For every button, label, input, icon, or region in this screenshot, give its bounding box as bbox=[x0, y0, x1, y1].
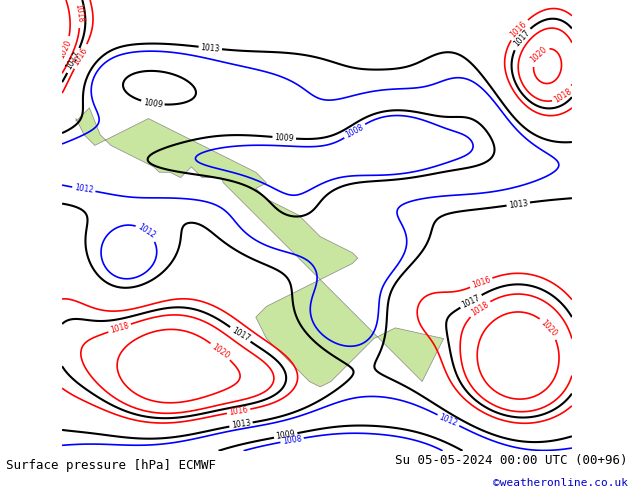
Text: 1008: 1008 bbox=[282, 434, 302, 446]
Text: 1018: 1018 bbox=[469, 299, 491, 317]
Text: Surface pressure [hPa] ECMWF: Surface pressure [hPa] ECMWF bbox=[6, 459, 216, 472]
Text: 1016: 1016 bbox=[228, 405, 249, 417]
Text: 1020: 1020 bbox=[57, 39, 74, 60]
Text: 1017: 1017 bbox=[460, 293, 482, 310]
Text: 1016: 1016 bbox=[72, 46, 89, 67]
Text: 1009: 1009 bbox=[275, 430, 296, 441]
Text: 1013: 1013 bbox=[200, 43, 220, 53]
Text: 1013: 1013 bbox=[508, 198, 528, 210]
Text: 1013: 1013 bbox=[231, 418, 251, 430]
Text: 1018: 1018 bbox=[109, 321, 130, 335]
Text: 1012: 1012 bbox=[438, 413, 459, 428]
Text: 1017: 1017 bbox=[65, 50, 82, 71]
Text: 1012: 1012 bbox=[74, 183, 94, 195]
Text: 1018: 1018 bbox=[73, 3, 85, 24]
Text: 1009: 1009 bbox=[275, 133, 294, 143]
Text: 1012: 1012 bbox=[136, 222, 157, 241]
Text: 1018: 1018 bbox=[552, 87, 574, 105]
Text: 1017: 1017 bbox=[230, 326, 251, 343]
Text: 1020: 1020 bbox=[529, 45, 549, 64]
Text: Su 05-05-2024 00:00 UTC (00+96): Su 05-05-2024 00:00 UTC (00+96) bbox=[395, 454, 628, 467]
Text: 1020: 1020 bbox=[210, 342, 231, 361]
Text: ©weatheronline.co.uk: ©weatheronline.co.uk bbox=[493, 478, 628, 488]
Text: 1017: 1017 bbox=[512, 28, 531, 49]
Text: 1008: 1008 bbox=[344, 122, 365, 140]
Text: 1016: 1016 bbox=[470, 275, 492, 290]
Text: 1016: 1016 bbox=[509, 20, 529, 39]
Text: 1009: 1009 bbox=[143, 98, 163, 109]
Text: 1020: 1020 bbox=[539, 318, 559, 338]
